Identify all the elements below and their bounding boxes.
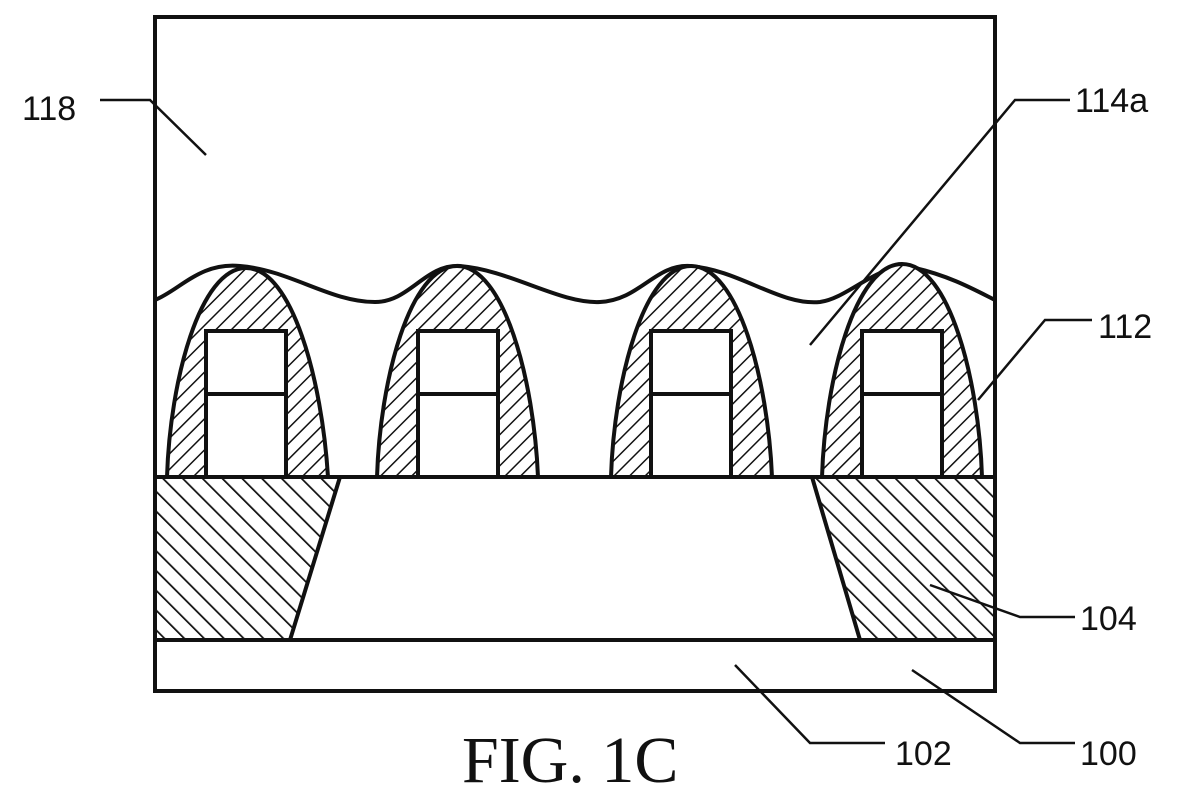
gate-stack-2 xyxy=(418,331,498,477)
label-112: 112 xyxy=(1098,308,1152,346)
gate-stack-3 xyxy=(651,331,731,477)
label-100: 100 xyxy=(1080,735,1137,773)
leader-102 xyxy=(735,665,885,743)
gate-stack-1 xyxy=(206,331,286,477)
gate-stack-4 xyxy=(862,331,942,477)
label-114a: 114a xyxy=(1075,82,1148,120)
label-118: 118 xyxy=(22,90,76,128)
figure-caption: FIG. 1C xyxy=(462,724,678,797)
isolation-trench-left xyxy=(155,477,340,640)
isolation-trench-right xyxy=(812,477,995,640)
label-102: 102 xyxy=(895,735,952,773)
label-104: 104 xyxy=(1080,600,1137,638)
